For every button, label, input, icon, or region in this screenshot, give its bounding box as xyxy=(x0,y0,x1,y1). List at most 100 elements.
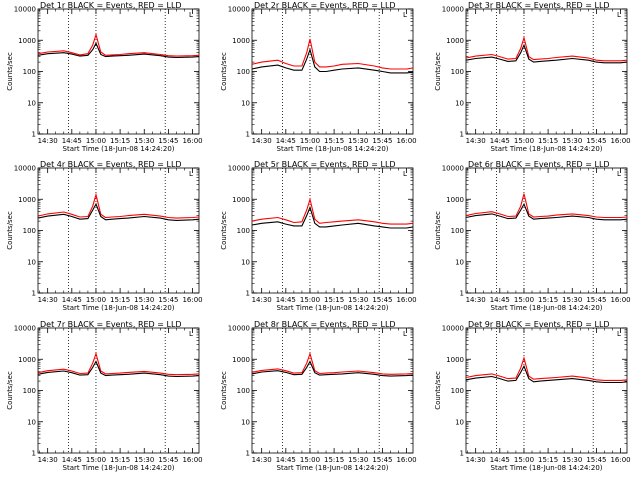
x-axis-label: Start Time (18-Jun-08 14:24:20) xyxy=(491,145,603,153)
y-axis-label: Counts/sec xyxy=(6,52,14,91)
y-axis-label: Counts/sec xyxy=(434,52,442,91)
panel-title: Det 1r BLACK = Events, RED = LLD xyxy=(40,1,182,10)
x-tick-label: 15:00 xyxy=(86,137,106,145)
plot-frame xyxy=(251,167,414,294)
x-axis-label: Start Time (18-Jun-08 14:24:20) xyxy=(491,304,603,312)
x-tick-label: 15:15 xyxy=(324,456,344,464)
x-tick-label: 15:00 xyxy=(514,137,534,145)
plot-frame xyxy=(465,327,628,454)
y-tick-label: 10000 xyxy=(442,325,464,333)
panel-det-4r: Det 4r BLACK = Events, RED = LLD L 1 10 100 1… xyxy=(6,160,203,312)
x-tick-label: 15:15 xyxy=(110,456,130,464)
x-tick-label: 15:45 xyxy=(158,137,178,145)
x-axis-label: Start Time (18-Jun-08 14:24:20) xyxy=(63,464,175,472)
series-line-events xyxy=(465,202,628,221)
x-tick-label: 14:30 xyxy=(252,456,272,464)
x-tick-label: 15:00 xyxy=(86,456,106,464)
top-right-marker: L xyxy=(617,170,621,178)
series-line-lld xyxy=(37,351,200,376)
x-axis-label: Start Time (18-Jun-08 14:24:20) xyxy=(63,145,175,153)
panel-det-1r: Det 1r BLACK = Events, RED = LLD L 1 10 100 1… xyxy=(6,1,203,153)
x-tick-label: 15:00 xyxy=(514,296,534,304)
x-tick-label: 14:30 xyxy=(466,137,486,145)
x-axis-label: Start Time (18-Jun-08 14:24:20) xyxy=(277,145,389,153)
plot-frame xyxy=(251,8,414,135)
plot-frame xyxy=(37,8,200,135)
y-tick-label: 100 xyxy=(237,68,250,76)
y-tick-label: 100 xyxy=(23,68,36,76)
y-axis-label: Counts/sec xyxy=(220,371,228,410)
y-tick-label: 10000 xyxy=(228,325,250,333)
y-tick-label: 1000 xyxy=(232,356,250,364)
x-tick-label: 15:00 xyxy=(86,296,106,304)
series-line-lld xyxy=(37,192,200,219)
top-right-marker: L xyxy=(403,11,407,19)
y-tick-label: 100 xyxy=(451,387,464,395)
x-tick-label: 15:45 xyxy=(586,456,606,464)
x-tick-label: 15:30 xyxy=(134,456,154,464)
panel-det-8r: Det 8r BLACK = Events, RED = LLD L 1 10 100 1… xyxy=(220,320,417,472)
y-tick-label: 100 xyxy=(23,227,36,235)
y-axis-label: Counts/sec xyxy=(220,211,228,250)
x-tick-label: 15:30 xyxy=(134,137,154,145)
series-line-lld xyxy=(465,356,628,381)
y-tick-label: 1000 xyxy=(18,37,36,45)
top-right-marker: L xyxy=(189,11,193,19)
y-tick-label: 1000 xyxy=(446,356,464,364)
panel-title: Det 7r BLACK = Events, RED = LLD xyxy=(40,320,182,329)
y-tick-label: 100 xyxy=(237,227,250,235)
y-axis-label: Counts/sec xyxy=(434,211,442,250)
y-axis-label: Counts/sec xyxy=(6,371,14,410)
panel-det-6r: Det 6r BLACK = Events, RED = LLD L 1 10 100 1… xyxy=(434,160,631,312)
x-tick-label: 16:00 xyxy=(182,296,202,304)
x-tick-label: 15:00 xyxy=(300,296,320,304)
panel-det-5r: Det 5r BLACK = Events, RED = LLD L 1 10 100 1… xyxy=(220,160,417,312)
y-tick-label: 10 xyxy=(241,258,250,266)
x-tick-label: 14:45 xyxy=(490,456,510,464)
x-tick-label: 15:30 xyxy=(134,296,154,304)
x-tick-label: 15:45 xyxy=(586,137,606,145)
y-tick-label: 1 xyxy=(32,131,36,139)
panel-det-2r: Det 2r BLACK = Events, RED = LLD L 1 10 100 1… xyxy=(220,1,417,153)
y-tick-label: 1 xyxy=(246,450,250,458)
x-axis-label: Start Time (18-Jun-08 14:24:20) xyxy=(63,304,175,312)
top-right-marker: L xyxy=(189,330,193,338)
x-tick-label: 14:30 xyxy=(466,456,486,464)
x-tick-label: 15:15 xyxy=(538,456,558,464)
y-tick-label: 10000 xyxy=(14,6,36,14)
x-tick-label: 16:00 xyxy=(610,137,630,145)
y-tick-label: 10 xyxy=(27,258,36,266)
series-line-events xyxy=(465,364,628,384)
panel-title: Det 9r BLACK = Events, RED = LLD xyxy=(468,320,610,329)
top-right-marker: L xyxy=(403,170,407,178)
y-axis-label: Counts/sec xyxy=(220,52,228,91)
plot-frame xyxy=(465,167,628,294)
x-tick-label: 15:15 xyxy=(110,296,130,304)
x-tick-label: 16:00 xyxy=(182,456,202,464)
series-line-events xyxy=(37,42,200,59)
x-tick-label: 16:00 xyxy=(396,456,416,464)
x-tick-label: 15:00 xyxy=(300,456,320,464)
panel-title: Det 8r BLACK = Events, RED = LLD xyxy=(254,320,396,329)
x-tick-label: 14:45 xyxy=(490,296,510,304)
plot-frame xyxy=(465,8,628,135)
x-axis-label: Start Time (18-Jun-08 14:24:20) xyxy=(491,464,603,472)
y-tick-label: 1000 xyxy=(446,196,464,204)
x-tick-label: 15:15 xyxy=(324,296,344,304)
series-line-events xyxy=(465,43,628,64)
y-tick-label: 1000 xyxy=(232,37,250,45)
y-tick-label: 10 xyxy=(241,418,250,426)
y-tick-label: 10000 xyxy=(14,165,36,173)
y-tick-label: 10 xyxy=(455,258,464,266)
y-tick-label: 10 xyxy=(455,418,464,426)
x-tick-label: 15:45 xyxy=(372,296,392,304)
series-line-events xyxy=(37,360,200,378)
y-tick-label: 1 xyxy=(246,290,250,298)
x-tick-label: 15:45 xyxy=(586,296,606,304)
x-tick-label: 16:00 xyxy=(396,296,416,304)
x-tick-label: 15:45 xyxy=(372,456,392,464)
series-line-lld xyxy=(251,197,414,225)
y-tick-label: 10 xyxy=(241,99,250,107)
x-tick-label: 14:45 xyxy=(276,456,296,464)
panel-title: Det 5r BLACK = Events, RED = LLD xyxy=(254,160,396,169)
